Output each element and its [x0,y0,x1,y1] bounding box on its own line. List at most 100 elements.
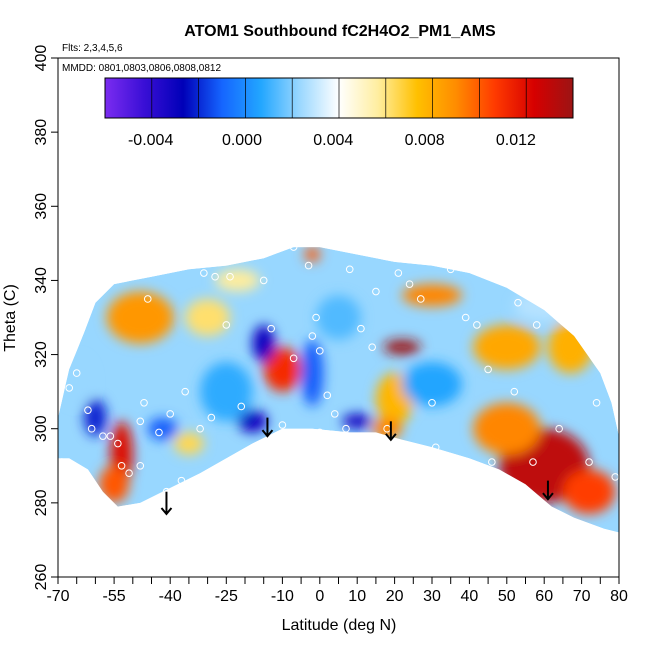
sample-point [136,461,145,470]
x-tick-label: -10 [271,588,294,605]
sample-point [514,298,522,307]
x-tick-label: 20 [386,588,404,605]
sample-point [181,387,189,396]
y-tick-label: 380 [33,119,50,146]
sample-point [345,265,354,274]
sample-point [57,458,66,466]
heatmap-cell [147,417,178,440]
heatmap-cell [99,465,130,503]
heatmap-cell [215,269,260,292]
heatmap-cell [263,347,302,392]
colorbar-tick-label: -0.004 [128,132,173,149]
sample-point [592,398,601,407]
sample-point [114,439,122,448]
sample-point [316,347,324,355]
colorbar-tick-label: 0.000 [222,132,262,149]
sample-point [106,432,115,440]
dates-note: MMDD: 0801,0803,0806,0808,0812 [62,63,221,74]
sample-point [316,428,324,437]
x-tick-label: 50 [498,588,516,605]
x-tick-label: 0 [315,588,324,605]
x-tick-label: 40 [461,588,479,605]
x-tick-label: 60 [535,588,553,605]
sample-point [136,417,145,426]
heatmap-cell [316,295,361,340]
sample-point [342,424,350,433]
x-tick-label: 10 [348,588,366,605]
heatmap-cell [402,361,462,407]
flights-note: Flts: 2,3,4,5,6 [62,43,123,54]
sample-point [166,410,174,418]
y-tick-label: 400 [33,45,50,72]
sample-point [372,287,380,296]
y-tick-label: 300 [33,415,50,442]
heatmap-cell [252,324,275,362]
sample-point [259,276,268,285]
sample-point [431,443,440,452]
sample-point [510,387,519,396]
heatmap-cell [473,402,541,455]
x-tick-label: 30 [423,588,441,605]
heatmap-cell [301,339,324,407]
colorbar-tick-label: 0.004 [313,132,353,149]
heatmap-cell [514,291,575,322]
tropopause-arrow [261,417,274,438]
x-tick-label: -55 [103,588,126,605]
sample-point [84,406,92,414]
x-tick-label: 70 [573,588,591,605]
sample-point [488,458,496,466]
y-tick-label: 280 [33,489,50,516]
sample-point [143,295,152,303]
sample-point [207,413,216,422]
y-axis-label: Theta (C) [2,284,19,352]
x-tick-label: 80 [610,588,628,605]
sample-point [237,402,246,411]
heatmap-cell [106,291,174,344]
sample-point [155,428,163,437]
heatmap-cell [473,324,541,370]
heatmap-cell [562,469,616,514]
heatmap-cell [402,284,462,307]
sample-point [330,410,339,418]
sample-point [65,384,74,392]
sample-point [555,424,563,433]
heatmap-cell [185,298,231,337]
tropopause-arrow [542,480,554,501]
sample-point [484,365,492,374]
y-tick-label: 360 [33,193,50,220]
chart-title: ATOM1 Southbound fC2H4O2_PM1_AMS [184,23,496,40]
sample-point [211,272,219,281]
sample-point [562,280,571,288]
x-axis-label: Latitude (deg N) [282,617,397,634]
heatmap-cell [547,321,593,374]
heatmap-cell [383,339,421,355]
tropopause-arrow [160,491,173,516]
y-tick-label: 260 [33,564,50,591]
sample-point [323,391,332,400]
heatmap-field [58,247,619,533]
sample-point [222,321,231,329]
sample-point [72,369,81,377]
sample-point [99,432,107,440]
sample-point [357,324,365,333]
sample-point [125,469,133,478]
plot-area [57,243,620,533]
x-tick-label: -40 [159,588,182,605]
x-tick-label: -70 [46,588,69,605]
sample-point [304,261,313,270]
sample-point [200,269,208,277]
sample-point [196,424,204,433]
sample-point [117,461,126,470]
y-axis: 260 280 300 320 340 360 380 400 [33,45,58,591]
colorbar-tick-label: 0.012 [496,132,536,149]
sample-point [394,269,403,277]
sample-point [473,321,481,329]
x-axis: -70 -55 -40 -25 -10 0 10 20 30 40 50 60 70 80 [46,577,628,605]
tropopause-arrow [385,421,397,442]
sample-point [405,280,414,288]
colorbar-tick-label: 0.008 [405,132,445,149]
sample-point [308,332,317,340]
heatmap-cell [200,361,253,422]
colorbar: -0.004 0.000 0.004 0.008 0.012 [104,77,574,149]
